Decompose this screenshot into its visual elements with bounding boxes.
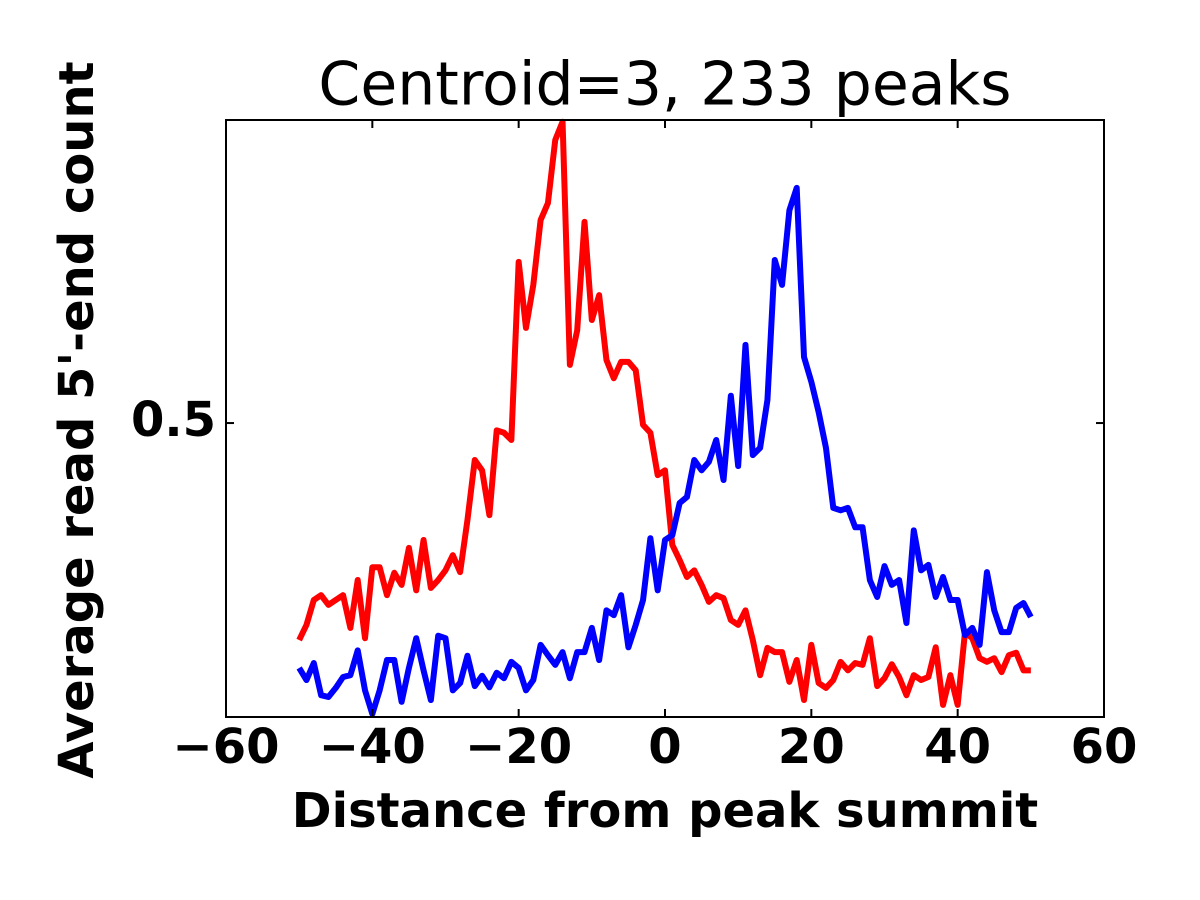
x-tick-label: 20 <box>778 719 845 775</box>
y-axis-label: Average read 5'-end count <box>49 61 105 778</box>
x-tick-label: −40 <box>319 719 426 775</box>
chart-title: Centroid=3, 233 peaks <box>318 50 1011 120</box>
x-axis-label: Distance from peak summit <box>292 783 1038 839</box>
y-tick-label: 0.5 <box>131 392 216 448</box>
x-tick-label: 60 <box>1071 719 1138 775</box>
x-tick-label: 40 <box>924 719 991 775</box>
x-tick-label: −20 <box>465 719 572 775</box>
x-tick-label: −60 <box>172 719 279 775</box>
data-line <box>296 184 1034 717</box>
data-line <box>296 118 1031 708</box>
x-tick-label: 0 <box>648 719 681 775</box>
